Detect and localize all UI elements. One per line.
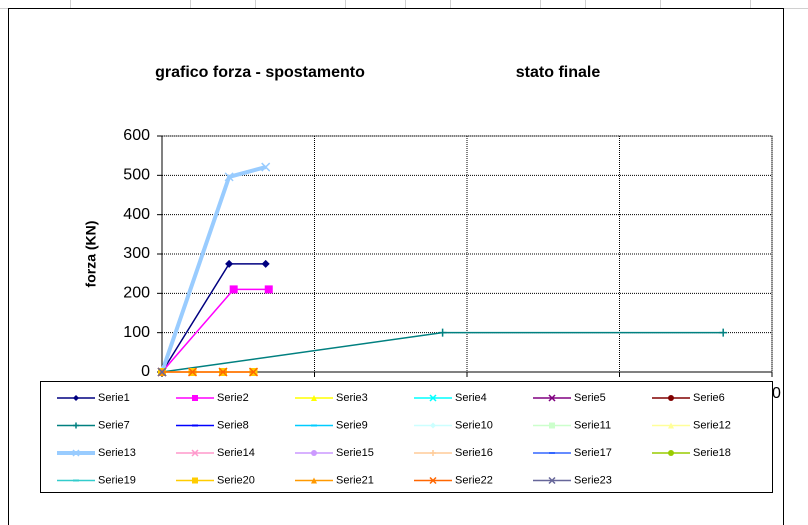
- legend-label: Serie7: [98, 419, 130, 431]
- y-axis-label: forza (KN): [83, 221, 99, 288]
- marker: [548, 476, 556, 485]
- legend-item: Serie21: [295, 474, 374, 486]
- y-tick-label: 300: [123, 245, 150, 262]
- legend-item: Serie23: [533, 474, 612, 486]
- marker: [311, 450, 317, 456]
- legend-label: Serie23: [574, 474, 612, 486]
- legend-label: Serie2: [217, 392, 249, 404]
- marker: [73, 395, 79, 401]
- legend-item: Serie12: [652, 419, 731, 431]
- legend-item: Serie13: [57, 447, 136, 459]
- sheet-grid: [0, 0, 808, 9]
- marker: [187, 367, 198, 377]
- marker: [224, 172, 234, 182]
- legend-label: Serie21: [336, 474, 374, 486]
- legend-label: Serie8: [217, 419, 249, 431]
- legend-label: Serie14: [217, 447, 255, 459]
- marker: [261, 162, 271, 172]
- marker: [668, 450, 674, 456]
- marker: [430, 422, 436, 429]
- marker: [668, 422, 674, 429]
- y-tick-label: 600: [123, 127, 150, 144]
- legend-label: Serie12: [693, 419, 731, 431]
- legend-label: Serie9: [336, 419, 368, 431]
- marker: [438, 328, 447, 337]
- legend-label: Serie18: [693, 447, 731, 459]
- legend-item: Serie18: [652, 447, 731, 459]
- y-tick-label: 500: [123, 167, 150, 184]
- legend-item: Serie5: [533, 392, 606, 404]
- marker: [192, 477, 198, 484]
- legend-item: Serie7: [57, 419, 130, 431]
- legend-item: Serie3: [295, 392, 368, 404]
- legend-item: Serie14: [176, 447, 255, 459]
- y-tick-label: 0: [141, 363, 150, 380]
- legend-item: Serie1: [57, 392, 130, 404]
- legend-label: Serie1: [98, 392, 130, 404]
- series: [157, 162, 271, 377]
- legend-label: Serie22: [455, 474, 493, 486]
- legend-item: Serie9: [295, 419, 368, 431]
- marker: [429, 394, 437, 402]
- marker: [719, 328, 728, 337]
- marker: [191, 449, 199, 457]
- legend-box: [40, 381, 773, 493]
- legend-label: Serie15: [336, 447, 374, 459]
- series: [157, 367, 167, 377]
- y-tick-label: 400: [123, 206, 150, 223]
- legend-label: Serie19: [98, 474, 136, 486]
- legend-item: Serie20: [176, 474, 255, 486]
- marker: [311, 477, 317, 484]
- chart-title: grafico forza - spostamento: [155, 64, 365, 81]
- legend-label: Serie17: [574, 447, 612, 459]
- marker: [192, 395, 198, 401]
- marker: [549, 422, 555, 429]
- marker: [248, 367, 259, 377]
- marker: [229, 285, 238, 294]
- legend-label: Serie20: [217, 474, 255, 486]
- legend-item: Serie2: [176, 392, 249, 404]
- legend-label: Serie10: [455, 419, 493, 431]
- marker: [157, 367, 167, 377]
- legend-item: Serie17: [533, 447, 612, 459]
- y-tick-label: 100: [123, 324, 150, 341]
- marker: [430, 450, 436, 456]
- legend-item: Serie16: [414, 447, 493, 459]
- marker: [218, 367, 228, 377]
- legend-item: Serie4: [414, 392, 487, 404]
- marker: [548, 394, 556, 402]
- legend-label: Serie5: [574, 392, 606, 404]
- marker: [225, 259, 234, 268]
- legend-label: Serie3: [336, 392, 368, 404]
- marker: [668, 395, 674, 401]
- legend-item: Serie10: [414, 419, 493, 431]
- legend-item: Serie19: [57, 474, 136, 486]
- legend-label: Serie13: [98, 447, 136, 459]
- legend-item: Serie6: [652, 392, 725, 404]
- marker: [429, 476, 437, 485]
- legend-label: Serie6: [693, 392, 725, 404]
- marker: [264, 285, 273, 294]
- marker: [73, 422, 79, 429]
- marker: [261, 259, 270, 268]
- legend-label: Serie11: [574, 419, 611, 431]
- y-tick-label: 200: [123, 285, 150, 302]
- chart-subtitle: stato finale: [516, 64, 601, 81]
- marker: [311, 395, 317, 401]
- legend-item: Serie8: [176, 419, 249, 431]
- legend-item: Serie22: [414, 474, 493, 486]
- legend-label: Serie4: [455, 392, 487, 404]
- legend: Serie1 Serie2 Serie3 Serie4 Serie5 Serie6 Seri…: [40, 381, 773, 493]
- marker: [72, 449, 80, 457]
- plot-area: 010020030040050060005101520: [123, 127, 781, 402]
- legend-item: Serie11: [533, 419, 611, 431]
- legend-item: Serie15: [295, 447, 374, 459]
- legend-label: Serie16: [455, 447, 493, 459]
